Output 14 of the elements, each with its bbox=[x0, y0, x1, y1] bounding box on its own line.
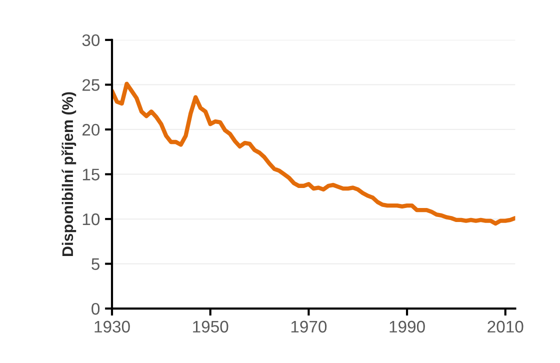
y-tick-label: 15 bbox=[82, 168, 100, 180]
y-tick-label: 0 bbox=[92, 302, 100, 315]
y-tick-label: 25 bbox=[82, 79, 100, 91]
y-tick-label: 5 bbox=[92, 258, 100, 270]
x-tick-label: 2010 bbox=[488, 320, 524, 333]
y-axis-title: Disponibilní příjem (%) bbox=[62, 92, 76, 256]
y-tick-label: 30 bbox=[82, 34, 100, 46]
x-tick-label: 1990 bbox=[390, 320, 425, 333]
line-series bbox=[112, 82, 516, 226]
x-tick-label: 1950 bbox=[193, 320, 228, 333]
x-tick-label: 1970 bbox=[291, 320, 327, 333]
y-tick-label: 20 bbox=[82, 124, 100, 136]
x-tick-label: 1930 bbox=[94, 320, 130, 333]
y-tick-label: 10 bbox=[82, 213, 100, 226]
